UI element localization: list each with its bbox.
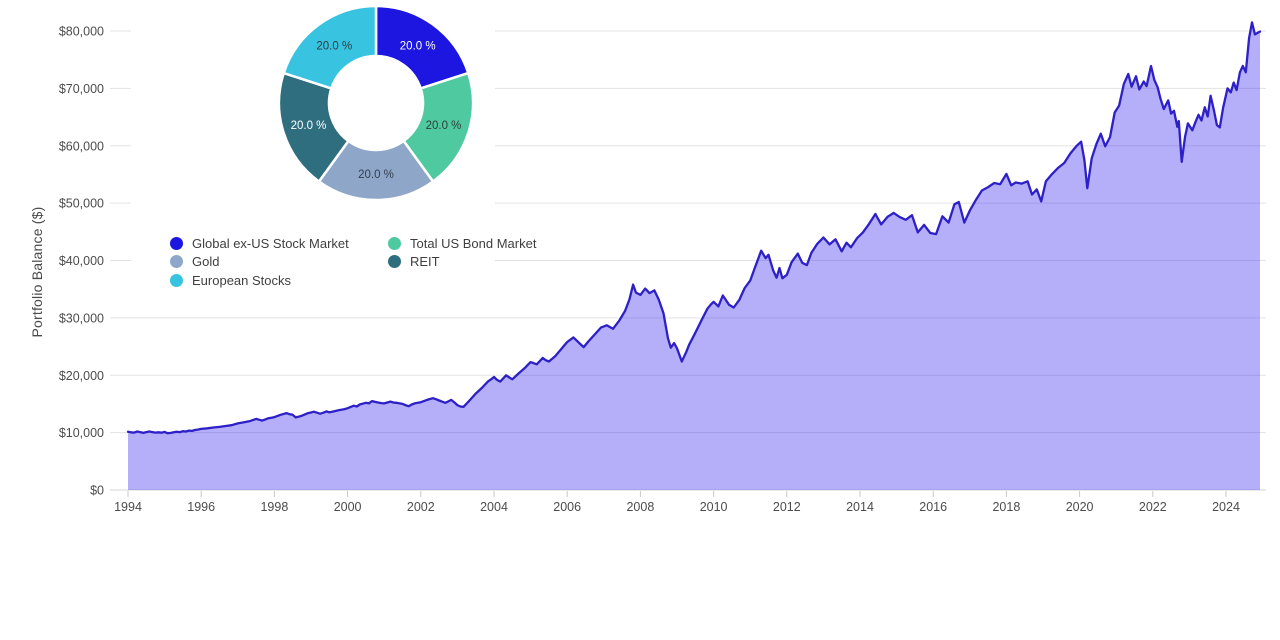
- x-tick-label: 2012: [773, 500, 801, 514]
- y-tick-label: $10,000: [59, 426, 104, 440]
- y-tick-label: $60,000: [59, 139, 104, 153]
- legend-item-label: Global ex-US Stock Market: [192, 235, 349, 251]
- y-tick-label: $70,000: [59, 82, 104, 96]
- legend-dot-icon: [170, 255, 183, 268]
- x-tick-label: 2024: [1212, 500, 1240, 514]
- x-tick-label: 2020: [1066, 500, 1094, 514]
- x-tick-label: 1998: [260, 500, 288, 514]
- area-line[interactable]: [126, 21, 1262, 435]
- x-tick-label: 1996: [187, 500, 215, 514]
- x-tick-label: 2004: [480, 500, 508, 514]
- donut-slice-pct-label: 20.0 %: [358, 169, 394, 181]
- y-tick-label: $40,000: [59, 254, 104, 268]
- donut-slice-4[interactable]: [282, 4, 378, 90]
- legend-item-global-ex-us: Global ex-US Stock Market: [170, 235, 388, 251]
- legend-item-label: REIT: [410, 254, 440, 269]
- legend-dot-icon: [388, 255, 401, 268]
- donut-slice-pct-label: 20.0 %: [426, 120, 462, 132]
- x-tick-label: 2018: [992, 500, 1020, 514]
- area-fill[interactable]: [128, 22, 1260, 491]
- y-tick-label: $50,000: [59, 197, 104, 211]
- legend-item-label: European Stocks: [192, 272, 292, 288]
- legend-item-total-us-bond: Total US Bond Market: [388, 235, 537, 251]
- donut-slice-pct-label: 20.0 %: [291, 120, 327, 132]
- legend-dot-icon: [170, 273, 183, 287]
- y-axis-title: Portfolio Balance ($): [29, 206, 45, 338]
- donut-legend: Global ex-US Stock Market Gold European …: [170, 236, 536, 292]
- x-tick-label: 2014: [846, 500, 874, 514]
- y-tick-label: $0: [90, 484, 104, 498]
- x-tick-label: 2002: [407, 500, 435, 514]
- donut-slice-pct-label: 20.0 %: [400, 41, 436, 53]
- legend-item-gold: Gold: [170, 254, 388, 269]
- x-tick-label: 2006: [553, 500, 581, 514]
- x-tick-label: 1994: [114, 500, 142, 514]
- legend-column-2: Total US Bond Market REIT: [388, 236, 536, 292]
- legend-dot-icon: [170, 236, 183, 250]
- legend-column-1: Global ex-US Stock Market Gold European …: [170, 236, 388, 292]
- x-tick-label: 2016: [919, 500, 947, 514]
- x-tick-label: 2008: [626, 500, 654, 514]
- x-tick-label: 2010: [700, 500, 728, 514]
- y-tick-label: $80,000: [59, 25, 104, 39]
- y-tick-label: $20,000: [59, 369, 104, 383]
- legend-item-label: Total US Bond Market: [410, 235, 537, 251]
- donut-slice-pct-label: 20.0 %: [316, 41, 352, 53]
- x-tick-label: 2022: [1139, 500, 1167, 514]
- legend-item-label: Gold: [192, 254, 220, 269]
- y-tick-label: $30,000: [59, 311, 104, 325]
- legend-item-european-stocks: European Stocks: [170, 272, 388, 288]
- x-tick-label: 2000: [334, 500, 362, 514]
- legend-item-reit: REIT: [388, 254, 536, 269]
- legend-dot-icon: [388, 236, 401, 250]
